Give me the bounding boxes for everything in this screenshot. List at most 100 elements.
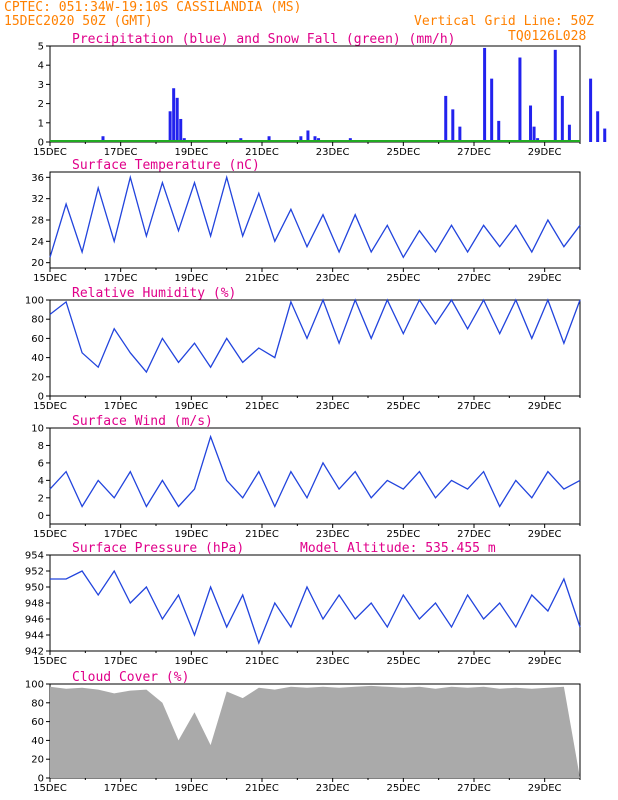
- pressure-title: Surface Pressure (hPa): [72, 541, 244, 556]
- precip-panel: Precipitation (blue) and Snow Fall (gree…: [33, 32, 607, 158]
- cloud-xtick-label: 19DEC: [174, 783, 208, 794]
- precip-frame: [49, 45, 581, 143]
- pressure-xtick-label: 25DEC: [386, 656, 420, 667]
- cloud-xtick-label: 15DEC: [33, 783, 67, 794]
- pressure-annotation: Model Altitude: 535.455 m: [300, 541, 496, 556]
- wind-xtick-label: 23DEC: [316, 529, 350, 540]
- pressure-ytick-label: 946: [25, 615, 44, 626]
- header-line2: 15DEC2020 50Z (GMT): [4, 14, 153, 29]
- rh-ytick-label: 0: [38, 392, 44, 403]
- precip-xtick-label: 15DEC: [33, 147, 67, 158]
- precip-bar: [483, 47, 487, 142]
- pressure-xtick-label: 21DEC: [245, 656, 279, 667]
- wind-xtick-label: 29DEC: [528, 529, 562, 540]
- temp-ytick-label: 36: [31, 173, 44, 184]
- header-run-code: TQ0126L028: [508, 29, 586, 44]
- rh-panel: Relative Humidity (%) 0 20 40 60 80 100 15DEC 17…: [25, 286, 581, 412]
- precip-bar: [603, 128, 607, 142]
- precip-bar: [567, 124, 571, 142]
- pressure-ytick-label: 944: [25, 631, 44, 642]
- cloud-area: [50, 685, 580, 778]
- temp-ytick-label: 20: [31, 258, 44, 269]
- rh-line: [49, 298, 581, 374]
- pressure-xtick-label: 29DEC: [528, 656, 562, 667]
- pressure-xtick-label: 17DEC: [104, 656, 138, 667]
- precip-bar: [267, 136, 271, 142]
- precip-bar: [490, 78, 494, 142]
- pressure-xtick-label: 23DEC: [316, 656, 350, 667]
- wind-ytick-label: 2: [38, 493, 44, 504]
- precip-ytick-label: 3: [38, 80, 44, 91]
- cloud-xtick-label: 25DEC: [386, 783, 420, 794]
- pressure-xtick-label: 15DEC: [33, 656, 67, 667]
- temp-xtick-label: 17DEC: [104, 273, 138, 284]
- precip-xtick-label: 21DEC: [245, 147, 279, 158]
- temp-xtick-label: 25DEC: [386, 273, 420, 284]
- precip-bar: [172, 88, 176, 142]
- pressure-xtick-label: 19DEC: [174, 656, 208, 667]
- precip-bar: [451, 109, 455, 142]
- precip-bar: [299, 136, 303, 142]
- precip-bar: [444, 95, 448, 142]
- wind-xtick-label: 21DEC: [245, 529, 279, 540]
- temp-xtick-label: 29DEC: [528, 273, 562, 284]
- pressure-ytick-label: 942: [25, 647, 44, 658]
- precip-bar: [306, 130, 310, 142]
- cloud-xtick-label: 23DEC: [316, 783, 350, 794]
- precip-bar: [179, 118, 183, 142]
- precip-xtick-label: 19DEC: [174, 147, 208, 158]
- rh-ytick-label: 80: [31, 315, 44, 326]
- rh-xtick-label: 27DEC: [457, 401, 491, 412]
- wind-xtick-label: 15DEC: [33, 529, 67, 540]
- wind-xtick-label: 27DEC: [457, 529, 491, 540]
- cloud-xtick-label: 27DEC: [457, 783, 491, 794]
- cloud-ytick-label: 60: [31, 717, 44, 728]
- precip-xtick-label: 29DEC: [528, 147, 562, 158]
- rh-xtick-label: 19DEC: [174, 401, 208, 412]
- temp-frame: [49, 171, 581, 269]
- pressure-ytick-label: 948: [25, 599, 44, 610]
- wind-panel: Surface Wind (m/s) 0 2 4 6 8 10 15DEC 17DEC 19DEC…: [31, 414, 581, 540]
- precip-bar: [175, 97, 179, 142]
- rh-xtick-label: 17DEC: [104, 401, 138, 412]
- precip-bar: [518, 57, 522, 142]
- rh-xtick-label: 25DEC: [386, 401, 420, 412]
- precip-bar: [596, 111, 600, 142]
- temp-line: [49, 174, 581, 259]
- temp-ytick-label: 28: [31, 216, 44, 227]
- wind-ytick-label: 8: [38, 441, 44, 452]
- precip-xtick-label: 17DEC: [104, 147, 138, 158]
- precip-xtick-label: 27DEC: [457, 147, 491, 158]
- precip-bar: [497, 120, 501, 142]
- header-grid-note: Vertical Grid Line: 50Z: [414, 14, 594, 29]
- wind-ytick-label: 0: [38, 511, 44, 522]
- panels: Precipitation (blue) and Snow Fall (gree…: [25, 32, 607, 794]
- precip-ytick-label: 1: [38, 118, 44, 129]
- cloud-xtick-label: 29DEC: [528, 783, 562, 794]
- temp-title: Surface Temperature (nC): [72, 158, 260, 173]
- wind-xtick-label: 19DEC: [174, 529, 208, 540]
- cloud-ytick-label: 80: [31, 698, 44, 709]
- cloud-ytick-label: 0: [38, 774, 44, 785]
- temp-xtick-label: 19DEC: [174, 273, 208, 284]
- precip-ytick-label: 0: [38, 138, 44, 149]
- rh-xtick-label: 23DEC: [316, 401, 350, 412]
- temp-xtick-label: 21DEC: [245, 273, 279, 284]
- precip-bar: [101, 136, 105, 142]
- cloud-xtick-label: 21DEC: [245, 783, 279, 794]
- rh-title: Relative Humidity (%): [72, 286, 236, 301]
- temp-ytick-label: 24: [31, 237, 44, 248]
- temp-xtick-label: 23DEC: [316, 273, 350, 284]
- precip-ytick-label: 2: [38, 99, 44, 110]
- temp-xtick-label: 15DEC: [33, 273, 67, 284]
- rh-xtick-label: 21DEC: [245, 401, 279, 412]
- wind-frame: [49, 427, 581, 525]
- precip-title: Precipitation (blue) and Snow Fall (gree…: [72, 32, 456, 47]
- pressure-ytick-label: 952: [25, 567, 44, 578]
- precip-bar: [458, 126, 462, 142]
- cloud-xtick-label: 17DEC: [104, 783, 138, 794]
- pressure-xtick-label: 27DEC: [457, 656, 491, 667]
- precip-bar: [168, 111, 172, 142]
- precip-xtick-label: 23DEC: [316, 147, 350, 158]
